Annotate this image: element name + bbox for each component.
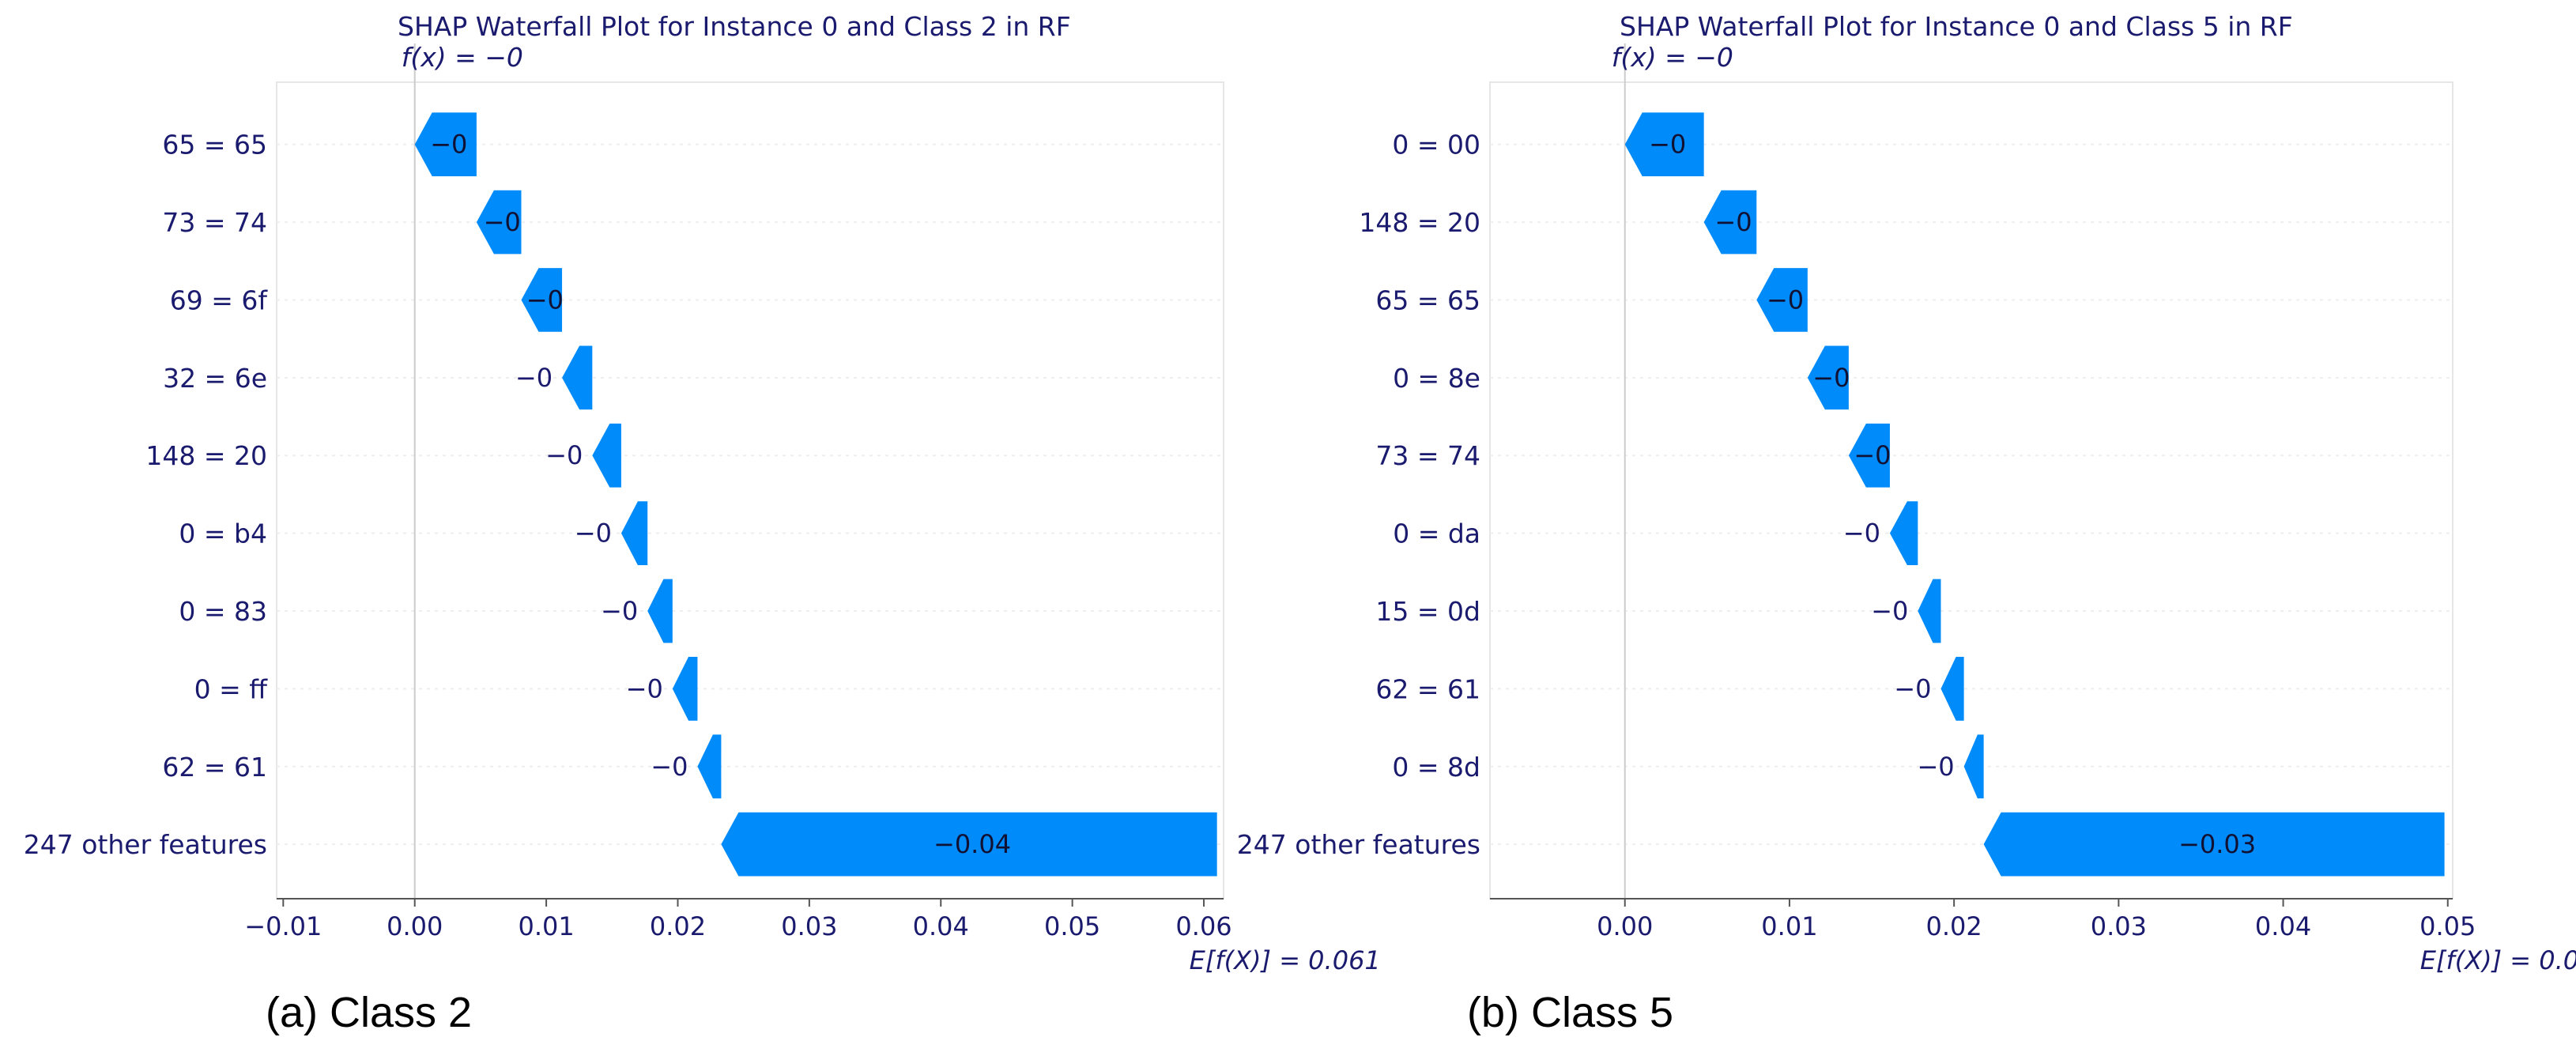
feature-label: 0 = 8e [1393,363,1480,394]
feature-label: 0 = da [1393,519,1480,549]
bar-value-label: −0 [1767,285,1804,315]
feature-label: 65 = 65 [1375,285,1480,315]
chart-title: SHAP Waterfall Plot for Instance 0 and C… [398,11,1071,42]
bar-148-=-20 [592,423,621,488]
waterfall-chart-2: SHAP Waterfall Plot for Instance 0 and C… [1237,11,2576,975]
bar-value-label: −0 [1843,519,1880,549]
bar-value-label: −0 [626,673,663,703]
x-tick-label: 0.05 [1044,911,1100,941]
bar-62-=-61 [697,734,722,799]
bar-15-=-0d [1918,579,1941,643]
bar-value-label: −0 [1894,673,1931,703]
bar-73-=-74 [476,190,522,255]
feature-label: 15 = 0d [1375,596,1480,627]
bar-value-label: −0.03 [2178,829,2256,859]
bar-value-label: −0 [484,207,521,237]
bar-value-label: −0 [601,596,638,626]
caption-class-2: (a) Class 2 [266,989,473,1036]
feature-label: 69 = 6f [170,285,269,315]
waterfall-chart-1: SHAP Waterfall Plot for Instance 0 and C… [24,11,1381,975]
bar-value-label: −0 [651,752,688,782]
feature-label: 65 = 65 [162,130,267,160]
bar-65-=-65 [1756,268,1808,332]
bar-value-label: −0 [545,440,583,470]
x-tick-label: 0.04 [913,911,969,941]
feature-label: 148 = 20 [1359,207,1480,238]
bar-0-=-8d [1963,734,1984,799]
feature-label: 0 = 00 [1392,130,1480,160]
bar-value-label: −0 [1812,363,1850,393]
x-tick-label: 0.03 [781,911,837,941]
feature-label: 73 = 74 [162,207,267,238]
bar-0-=-ff [672,657,698,721]
feature-label: 0 = ff [194,673,269,704]
x-tick-label: 0.06 [1175,911,1231,941]
bar-value-label: −0 [1714,207,1752,237]
x-tick-label: 0.00 [1597,911,1653,941]
x-tick-label: 0.02 [1926,911,1982,941]
x-tick-label: 0.01 [518,911,574,941]
bar-value-label: −0 [1854,440,1891,470]
x-tick-label: 0.02 [650,911,706,941]
base-value-label: E[f(X)] = 0.05 [2420,945,2576,975]
bar-0-=-8e [1807,345,1849,410]
x-tick-label: 0.00 [387,911,443,941]
x-tick-label: −0.01 [244,911,322,941]
feature-label: 62 = 61 [162,752,267,783]
feature-label: 0 = 83 [179,596,267,627]
feature-label: 62 = 61 [1375,673,1480,704]
fx-label: f(x) = −0 [1612,42,1733,73]
caption-class-5: (b) Class 5 [1467,989,1674,1036]
chart-title: SHAP Waterfall Plot for Instance 0 and C… [1620,11,2293,42]
bar-value-label: −0 [1917,752,1954,782]
bar-value-label: −0 [575,519,612,549]
bar-65-=-65 [414,112,477,177]
bar-73-=-74 [1848,423,1890,488]
feature-label: 148 = 20 [145,440,267,471]
bar-value-label: −0 [430,130,467,160]
bar-62-=-61 [1940,657,1964,721]
bar-value-label: −0 [526,285,564,315]
bar-value-label: −0 [1871,596,1908,626]
bar-0-=-b4 [620,501,648,565]
x-tick-label: 0.05 [2419,911,2476,941]
feature-label: 73 = 74 [1375,440,1480,471]
plot-frame [276,81,1224,899]
feature-label: 0 = 8d [1392,752,1480,783]
bar-32-=-6e [562,345,593,410]
feature-label: 0 = b4 [179,519,267,549]
bar-value-label: −0 [1649,130,1686,160]
bar-247-other-features [1983,812,2445,877]
x-tick-label: 0.03 [2091,911,2147,941]
feature-label: 247 other features [24,829,267,860]
bar-0-=-83 [647,579,673,643]
x-tick-label: 0.01 [1761,911,1817,941]
x-tick-label: 0.04 [2255,911,2311,941]
bar-69-=-6f [521,268,563,332]
bar-0-=-da [1889,501,1918,565]
feature-label: 247 other features [1237,829,1480,860]
bar-0-=-00 [1624,112,1704,177]
feature-label: 32 = 6e [163,363,267,394]
base-value-label: E[f(X)] = 0.061 [1190,945,1381,975]
fx-label: f(x) = −0 [402,42,523,73]
bar-148-=-20 [1703,190,1757,255]
bar-value-label: −0 [515,363,553,393]
bar-247-other-features [721,812,1217,877]
bar-value-label: −0.04 [933,829,1011,859]
